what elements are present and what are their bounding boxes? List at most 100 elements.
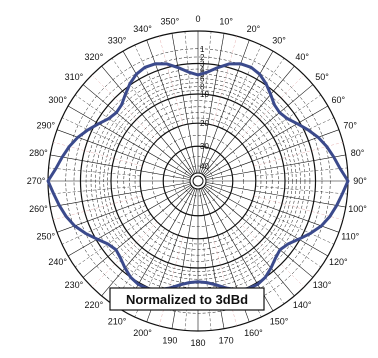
grid-spoke	[202, 238, 212, 331]
grid-spoke	[204, 184, 329, 257]
angle-tick-label: 170	[219, 336, 234, 346]
grid-spoke	[61, 117, 146, 157]
grid-spoke	[122, 50, 195, 175]
angle-tick-label: 180	[190, 338, 205, 348]
angle-tick-label: 80°	[351, 148, 365, 158]
grid-spoke	[101, 65, 194, 176]
grid-spoke	[158, 236, 184, 326]
grid-spoke	[230, 228, 285, 304]
radial-tick-label: 1	[200, 45, 205, 54]
normalization-annotation: Normalized to 3dBd	[109, 287, 265, 311]
angle-tick-label: 250°	[36, 231, 55, 241]
grid-spoke	[250, 117, 335, 157]
angle-tick-label: 210°	[108, 316, 127, 326]
angle-tick-label: 40°	[295, 52, 309, 62]
grid-spoke	[61, 205, 146, 245]
grid-spoke	[255, 167, 348, 177]
angle-tick-label: 220°	[85, 300, 104, 310]
grid-spoke	[101, 186, 194, 297]
grid-spoke	[50, 154, 191, 180]
angle-tick-label: 200°	[133, 328, 152, 338]
grid-spoke	[253, 195, 343, 221]
grid-spoke	[48, 185, 141, 195]
angle-tick-label: 0	[195, 14, 200, 24]
grid-spoke	[201, 50, 274, 175]
angle-tick-label: 70°	[343, 121, 357, 131]
angle-tick-label: 10°	[219, 16, 233, 26]
angle-tick-label: 300°	[48, 95, 67, 105]
radial-tick-label: 3	[200, 59, 205, 68]
grid-spoke	[171, 33, 197, 174]
grid-spoke	[204, 105, 329, 178]
grid-spoke	[56, 183, 191, 233]
angle-tick-label: 150°	[270, 316, 289, 326]
grid-spoke	[238, 221, 305, 288]
radial-tick-label: 2	[200, 53, 205, 62]
grid-spoke	[184, 31, 194, 124]
grid-spoke	[50, 182, 191, 208]
radial-tick-label: 10	[200, 90, 209, 99]
angle-tick-label: 290°	[36, 121, 55, 131]
angle-tick-label: 350°	[161, 16, 180, 26]
angle-tick-label: 230°	[65, 280, 84, 290]
radial-tick-label: 20	[200, 119, 209, 128]
angle-tick-label: 260°	[29, 204, 48, 214]
angle-tick-label: 330°	[108, 36, 127, 46]
center-ring	[189, 172, 207, 190]
grid-spoke	[253, 141, 343, 167]
grid-spoke	[212, 36, 238, 126]
grid-spoke	[75, 213, 151, 268]
annotation-text: Normalized to 3dBd	[126, 292, 248, 307]
pattern-series-line	[46, 62, 350, 292]
angle-tick-label: 340°	[133, 24, 152, 34]
radial-tick-label: 4	[200, 65, 205, 74]
angle-tick-label: 190	[162, 336, 177, 346]
grid-spoke	[245, 213, 321, 268]
grid-spoke	[91, 221, 158, 288]
grid-spoke	[200, 39, 250, 174]
grid-spoke	[250, 205, 335, 245]
grid-spoke	[202, 65, 295, 176]
radial-tick-label: 40	[200, 162, 209, 171]
grid-spoke	[212, 236, 238, 326]
grid-spoke	[53, 195, 143, 221]
angle-tick-label: 20°	[247, 24, 261, 34]
grid-spoke	[203, 185, 314, 278]
grid-spoke	[111, 58, 166, 134]
angle-tick-label: 50°	[315, 72, 329, 82]
pattern-series-group	[46, 62, 350, 292]
angle-tick-label: 140°	[293, 300, 312, 310]
grid-spoke	[75, 94, 151, 149]
grid-spoke	[82, 84, 193, 177]
angle-tick-label: 60°	[331, 95, 345, 105]
angle-tick-label: 320°	[85, 52, 104, 62]
grid-spoke	[205, 183, 340, 233]
radial-tick-label: 6	[200, 75, 205, 84]
grid-spoke	[184, 238, 194, 331]
angle-tick-label: 270°	[27, 176, 46, 186]
grid-spoke	[134, 44, 174, 129]
grid-spoke	[199, 33, 225, 174]
grid-spoke	[158, 36, 184, 126]
angle-tick-label: 310°	[65, 72, 84, 82]
angle-tick-label: 120°	[329, 257, 348, 267]
angle-tick-label: 110°	[341, 231, 359, 241]
grid-spoke	[91, 74, 158, 141]
radial-tick-label: 8	[200, 83, 205, 92]
grid-spoke	[202, 31, 212, 124]
grid-spoke	[222, 44, 262, 129]
grid-spoke	[203, 84, 314, 177]
radial-tick-label: 30	[200, 142, 209, 151]
grid-spoke	[202, 186, 295, 297]
angle-tick-label: 240°	[48, 257, 67, 267]
grid-spoke	[230, 58, 285, 134]
grid-spoke	[245, 94, 321, 149]
grid-spoke	[48, 167, 141, 177]
angle-tick-label: 280°	[29, 148, 48, 158]
grid-spoke	[82, 185, 193, 278]
grid-spoke	[67, 105, 192, 178]
angle-tick-label: 130°	[313, 280, 332, 290]
angle-tick-labels: 0 10° 20° 30° 40° 50° 60° 70° 80° 90° 100° 110° 120°…	[27, 14, 368, 348]
angle-tick-label: 90°	[353, 176, 367, 186]
